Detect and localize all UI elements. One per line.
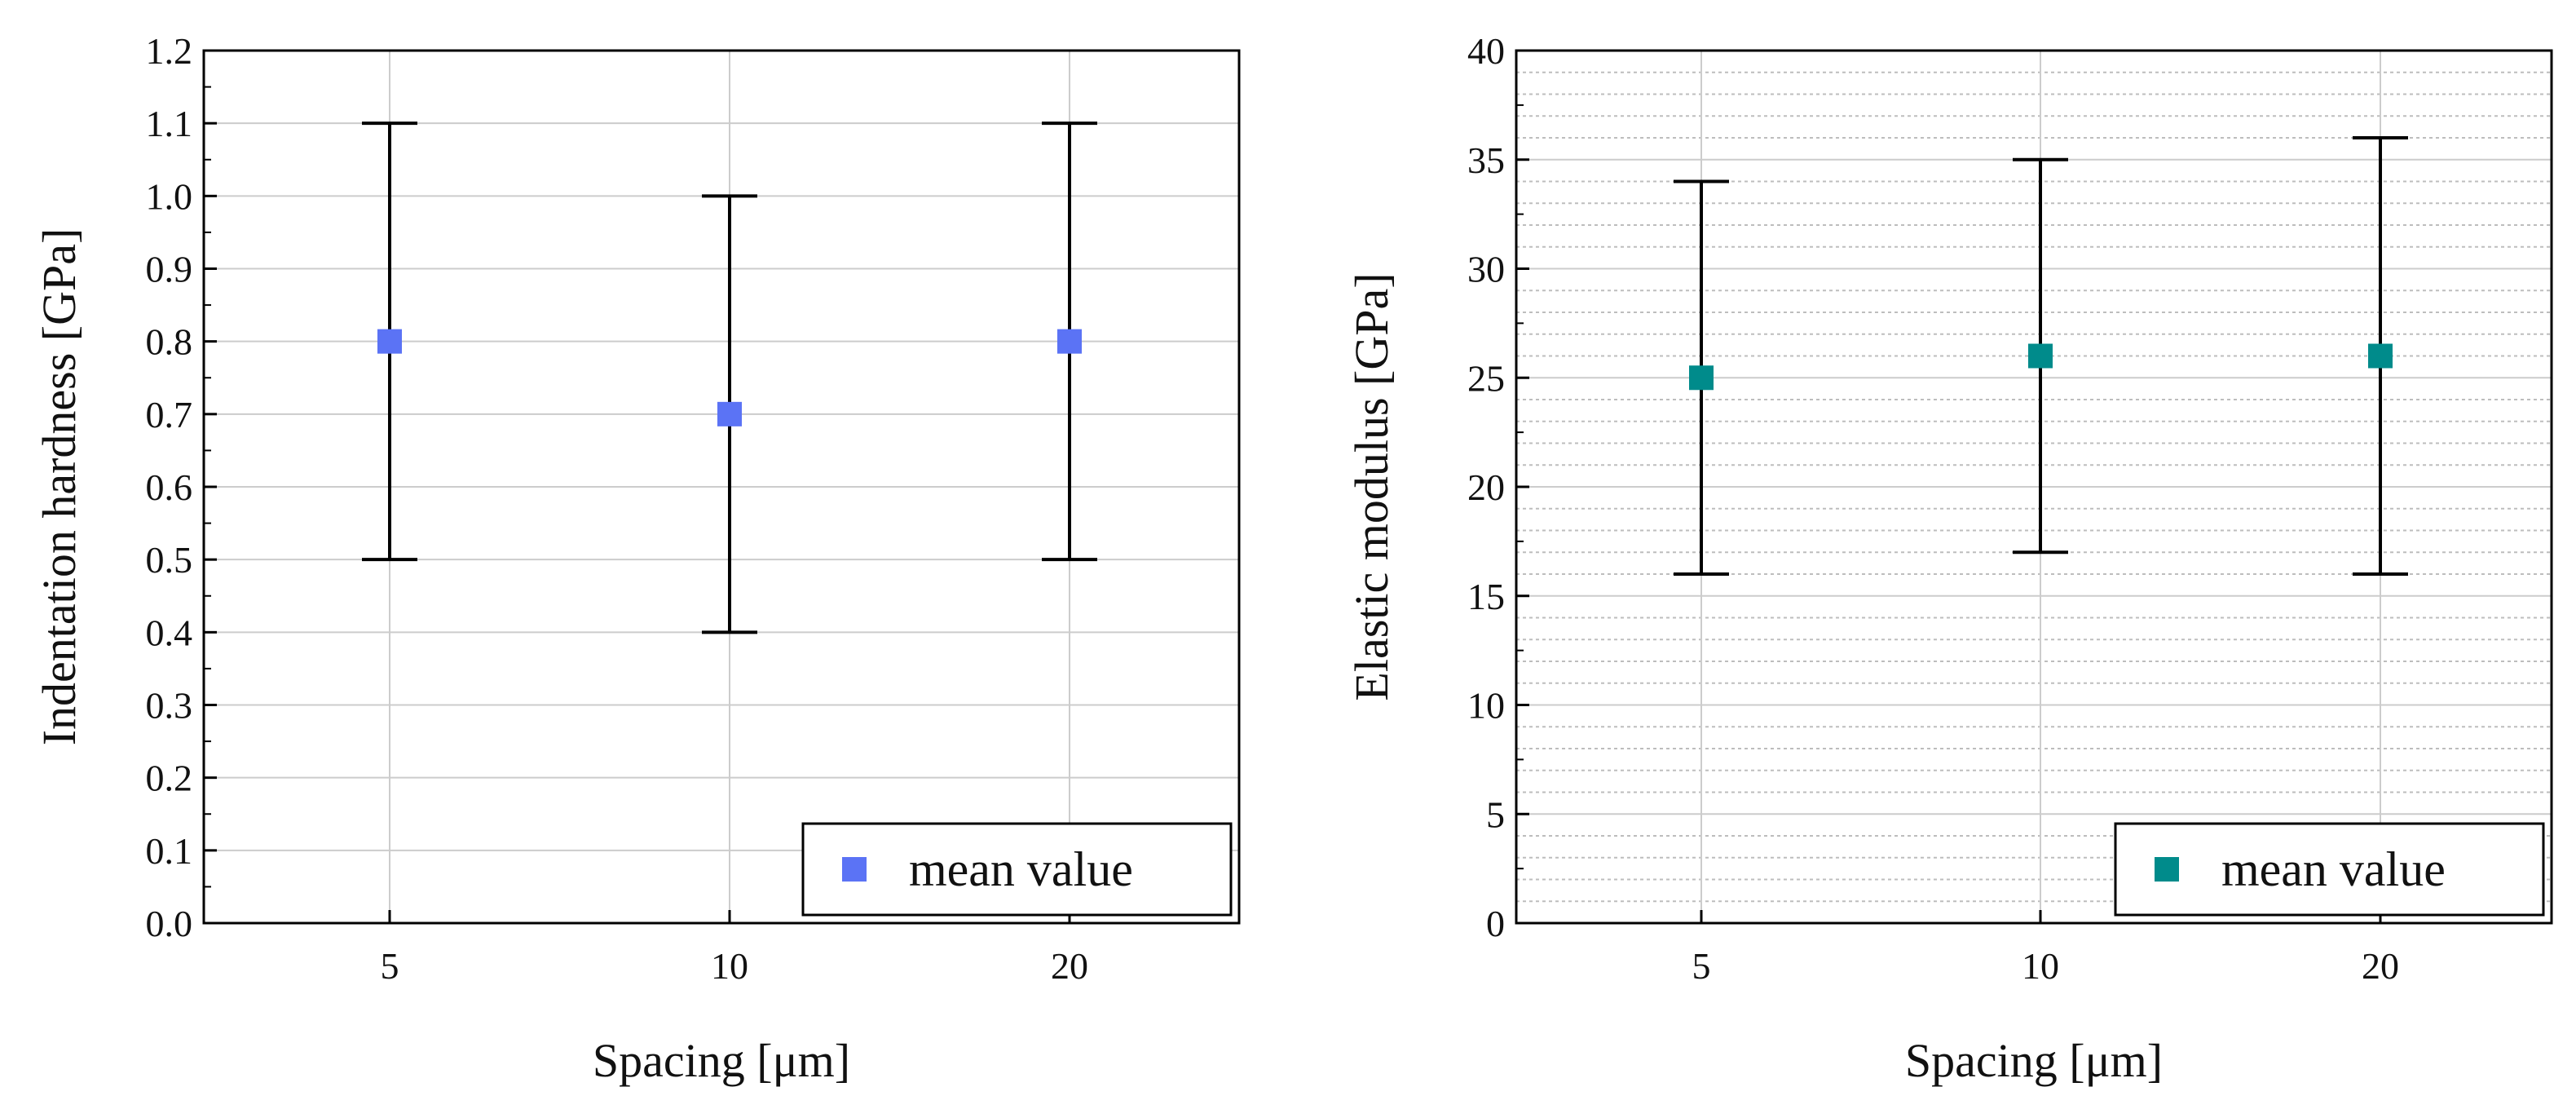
legend: mean value xyxy=(801,822,1233,917)
y-tick-label: 0.0 xyxy=(146,903,193,944)
y-tick-label: 0.3 xyxy=(146,685,193,727)
y-axis-title: Elastic modulus [GPa] xyxy=(1345,272,1398,700)
plot-frame xyxy=(202,49,1241,925)
y-tick-label: 0.8 xyxy=(146,321,193,363)
x-tick-label: 10 xyxy=(711,945,748,987)
y-tick-label: 5 xyxy=(1486,793,1505,835)
data-point xyxy=(2028,343,2053,369)
y-tick-label: 20 xyxy=(1467,466,1505,508)
legend-box xyxy=(801,822,1233,917)
chart-1: 0.0 0.1 0.2 0.3 0.4 0.5 0.6 0.7 0.8 0.9 1.0 1.1 1.2 5… xyxy=(33,30,1241,1087)
y-tick-label: 25 xyxy=(1467,357,1505,399)
y-tick-label: 1.2 xyxy=(146,30,193,72)
y-tick-label: 15 xyxy=(1467,576,1505,617)
data-point xyxy=(1689,365,1714,391)
legend-label: mean value xyxy=(909,842,1133,896)
data-point xyxy=(2368,343,2393,369)
x-tick-label: 20 xyxy=(2362,945,2399,987)
y-tick-label: 10 xyxy=(1467,685,1505,727)
y-tick-label: 1.1 xyxy=(146,103,193,144)
y-axis-title: Indentation hardness [GPa] xyxy=(33,228,86,746)
x-axis-title: Spacing [μm] xyxy=(593,1034,850,1087)
y-tick-label: 1.0 xyxy=(146,175,193,217)
legend-label: mean value xyxy=(2221,842,2446,896)
legend-marker xyxy=(842,857,867,882)
y-tick-label: 35 xyxy=(1467,139,1505,181)
y-tick-label: 0.2 xyxy=(146,758,193,799)
y-tick-label: 0.9 xyxy=(146,249,193,290)
legend-box xyxy=(2114,822,2545,917)
y-tick-label: 0.5 xyxy=(146,539,193,581)
x-axis-title: Spacing [μm] xyxy=(1905,1034,2163,1087)
x-tick-label: 10 xyxy=(2022,945,2059,987)
y-tick-label: 0 xyxy=(1486,903,1505,944)
y-tick-label: 0.1 xyxy=(146,830,193,872)
legend: mean value xyxy=(2114,822,2545,917)
x-tick-label: 5 xyxy=(381,945,399,987)
y-tick-label: 40 xyxy=(1467,30,1505,72)
x-tick-label: 20 xyxy=(1051,945,1088,987)
legend-marker xyxy=(2155,857,2179,882)
y-tick-label: 0.7 xyxy=(146,394,193,435)
data-point xyxy=(1057,329,1082,354)
data-point xyxy=(717,401,742,426)
chart-2: 0 5 10 15 20 25 30 35 40 5 10 20 mean value Spacing [… xyxy=(1345,30,2553,1087)
y-tick-label: 0.6 xyxy=(146,466,193,508)
y-tick-label: 0.4 xyxy=(146,612,193,653)
y-tick-label: 30 xyxy=(1467,249,1505,290)
plot-frame xyxy=(1515,49,2553,925)
data-point xyxy=(377,329,402,354)
x-tick-label: 5 xyxy=(1692,945,1711,987)
